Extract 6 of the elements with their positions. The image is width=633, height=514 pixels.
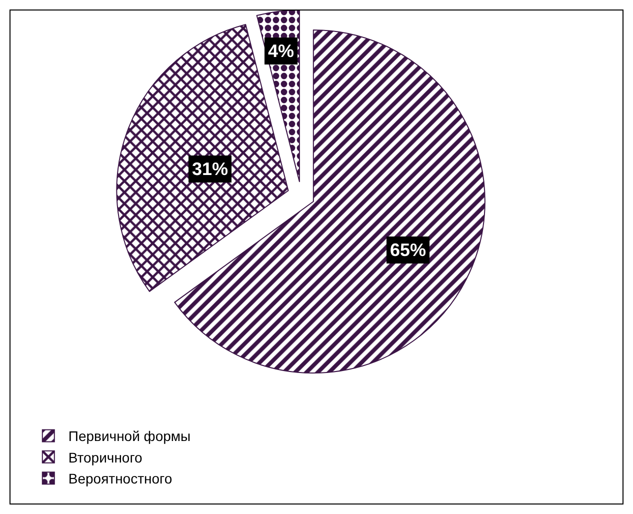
legend-label: Вероятностного [68, 470, 172, 487]
data-label: 31% [192, 159, 228, 179]
legend-label: Вторичного [68, 449, 143, 466]
data-label: 65% [390, 240, 426, 260]
data-label: 4% [268, 41, 294, 61]
legend-label: Первичной формы [68, 428, 191, 444]
